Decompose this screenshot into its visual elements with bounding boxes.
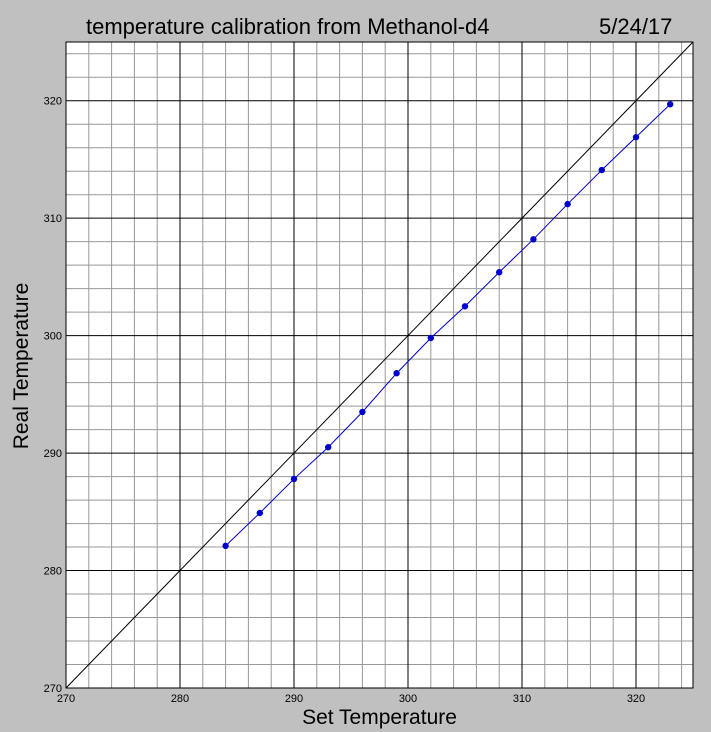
data-point	[598, 166, 605, 174]
plot-frame	[65, 41, 694, 689]
data-point	[256, 509, 263, 517]
y-tick-label: 300	[44, 331, 62, 343]
minor-grid	[66, 42, 693, 688]
data-point	[530, 236, 537, 243]
y-tick-label: 310	[44, 213, 62, 225]
data-point	[461, 303, 469, 310]
x-tick-label: 290	[285, 693, 303, 705]
y-tick-labels: 270 280 290 300 310 320	[44, 96, 62, 695]
data-point	[667, 101, 674, 108]
y-tick-label: 280	[44, 566, 62, 578]
x-tick-labels: 270 280 290 300 310 320	[57, 693, 645, 705]
x-tick-label: 270	[57, 693, 75, 705]
x-tick-label: 310	[513, 693, 531, 705]
y-tick-label: 290	[44, 448, 62, 460]
x-tick-label: 300	[399, 693, 417, 705]
chart-date: 5/24/17	[599, 14, 673, 39]
x-axis-label: Set Temperature	[302, 706, 457, 729]
x-tick-label: 280	[171, 693, 189, 705]
series-group	[222, 101, 674, 550]
data-point	[359, 408, 366, 416]
reference-line-group	[65, 41, 694, 689]
reference-line	[65, 41, 694, 689]
data-point	[290, 475, 298, 483]
y-tick-label: 320	[44, 96, 62, 108]
x-tick-label: 320	[627, 693, 645, 705]
series-line	[225, 103, 671, 547]
data-point	[393, 370, 400, 377]
data-point	[222, 542, 229, 550]
data-point	[325, 444, 332, 451]
y-axis-label: Real Temperature	[10, 282, 33, 450]
data-point	[496, 269, 503, 276]
data-point	[632, 133, 640, 141]
chart-title: temperature calibration from Methanol-d4	[86, 14, 490, 39]
y-tick-label: 270	[44, 683, 62, 695]
data-point	[564, 200, 571, 208]
data-point	[427, 334, 434, 342]
